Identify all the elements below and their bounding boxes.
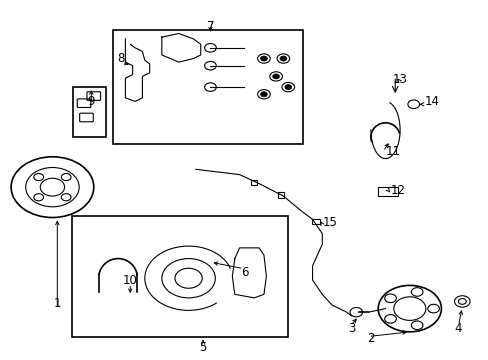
Circle shape: [260, 92, 267, 97]
Circle shape: [285, 85, 291, 90]
Text: 6: 6: [240, 266, 248, 279]
Bar: [251, 180, 257, 185]
Text: 5: 5: [199, 341, 206, 354]
Bar: [377, 187, 397, 196]
Bar: [73, 87, 106, 137]
Bar: [113, 30, 302, 144]
Text: 3: 3: [347, 322, 354, 335]
Text: 8: 8: [117, 52, 124, 65]
Text: 9: 9: [87, 95, 95, 108]
Circle shape: [280, 56, 286, 61]
Text: 15: 15: [322, 216, 337, 229]
Text: 10: 10: [122, 274, 138, 287]
Text: 2: 2: [366, 333, 374, 346]
Text: 13: 13: [392, 73, 407, 86]
Circle shape: [272, 74, 279, 79]
Text: 12: 12: [389, 184, 405, 197]
Bar: [72, 216, 287, 337]
Text: 1: 1: [54, 297, 61, 310]
Circle shape: [260, 56, 267, 61]
Text: 4: 4: [454, 322, 461, 335]
Text: 14: 14: [424, 95, 439, 108]
Text: 11: 11: [385, 145, 400, 158]
Text: 7: 7: [206, 20, 214, 33]
Bar: [278, 192, 284, 198]
Bar: [311, 219, 320, 224]
